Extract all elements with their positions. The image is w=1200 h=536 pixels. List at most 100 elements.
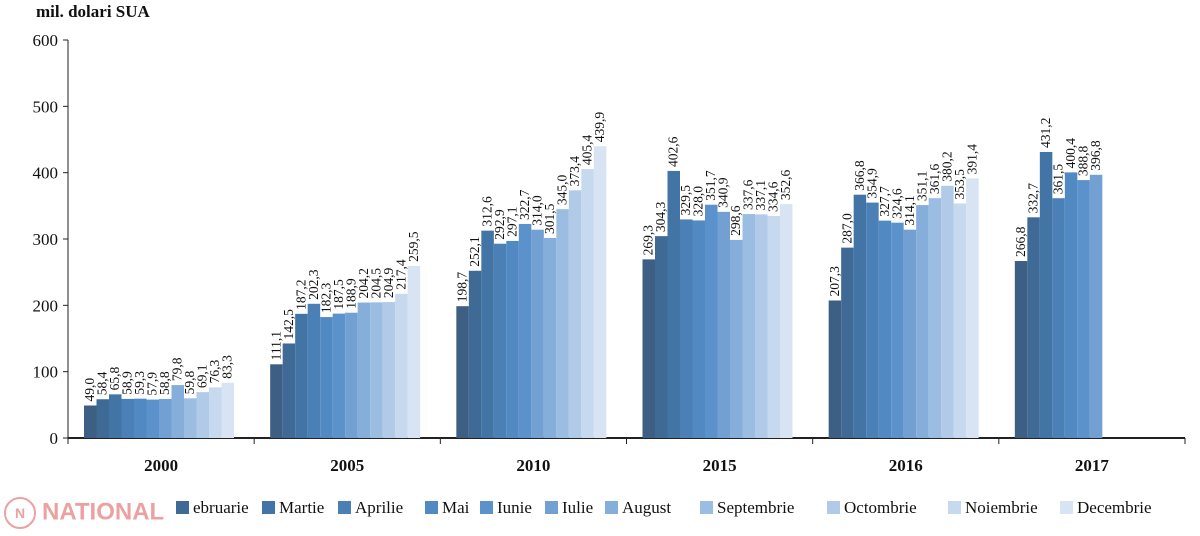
data-label: 207,3	[827, 266, 842, 297]
legend-swatch	[827, 501, 840, 514]
legend-swatch	[948, 501, 961, 514]
data-label: 59,8	[182, 370, 197, 394]
bar-2016-mai	[878, 220, 892, 438]
y-tick-label: 300	[33, 230, 59, 249]
x-category-label: 2010	[516, 456, 550, 475]
national-watermark: N NATIONAL	[4, 497, 164, 529]
watermark-text: NATIONAL	[42, 498, 165, 526]
data-label: 217,4	[393, 259, 408, 290]
data-label: 366,8	[852, 160, 867, 191]
data-label: 388,8	[1076, 145, 1091, 176]
data-label: 49,0	[82, 378, 97, 402]
legend-label: Iulie	[562, 498, 593, 517]
bar-2010-martie	[481, 230, 494, 438]
data-label: 57,9	[145, 372, 160, 396]
bar-2016-februarie	[841, 247, 854, 438]
bar-2017-ianuarie	[1014, 261, 1028, 438]
bar-2005-februarie	[282, 343, 296, 438]
data-label: 353,5	[952, 169, 967, 200]
x-category-label: 2015	[703, 456, 737, 475]
bar-2000-mai	[134, 398, 147, 438]
data-label: 314,1	[902, 195, 917, 225]
data-label: 269,3	[641, 225, 656, 256]
legend-label: Septembrie	[717, 498, 794, 517]
data-label: 198,7	[455, 272, 470, 303]
data-label: 187,5	[331, 279, 346, 310]
bar-2010-februarie	[468, 270, 482, 438]
data-label: 373,4	[567, 156, 582, 187]
bar-2000-iunie	[146, 399, 159, 438]
data-label: 391,4	[964, 144, 979, 175]
legend-swatch	[480, 501, 493, 514]
data-label: 76,3	[207, 360, 222, 384]
data-label: 292,9	[492, 209, 507, 240]
legend-swatch	[1060, 501, 1073, 514]
data-label: 340,9	[716, 177, 731, 208]
legend-label: Aprilie	[355, 498, 403, 517]
data-label: 324,6	[889, 188, 904, 219]
bar-2005-martie	[295, 313, 308, 438]
bar-2010-noiembrie	[581, 169, 594, 439]
data-label: 337,6	[741, 179, 756, 210]
bar-2005-octombrie	[382, 302, 396, 438]
bar-2016-decembrie	[966, 178, 979, 438]
bar-2016-aprilie	[866, 202, 879, 438]
bar-2000-martie	[109, 394, 122, 438]
bar-2016-octombrie	[941, 185, 954, 438]
data-label: 396,8	[1088, 140, 1103, 171]
legend-label: Martie	[279, 498, 324, 517]
bar-2000-ianuarie	[84, 405, 97, 438]
data-label: 354,9	[864, 168, 879, 199]
data-label: 329,5	[678, 185, 693, 216]
data-label: 301,5	[542, 203, 557, 234]
data-label: 328,0	[691, 186, 706, 217]
data-label: 304,3	[653, 202, 668, 233]
legend-label: Mai	[442, 498, 470, 517]
legend-label: Decembrie	[1077, 498, 1152, 517]
bar-2005-aprilie	[307, 303, 321, 438]
bar-2005-august	[357, 302, 371, 438]
y-tick-label: 100	[33, 363, 59, 382]
data-label: 332,7	[1026, 183, 1041, 214]
data-label: 337,1	[753, 180, 768, 210]
bar-2015-noiembrie	[767, 216, 780, 438]
legend-label: August	[622, 498, 671, 517]
data-label: 259,5	[406, 231, 421, 262]
bar-2017-aprilie	[1052, 198, 1065, 438]
bar-2000-octombrie	[196, 392, 209, 438]
bar-2015-iulie	[717, 211, 730, 438]
bar-2010-iulie	[531, 229, 544, 438]
bar-2005-septembrie	[370, 302, 383, 438]
legend-swatch	[262, 501, 275, 514]
data-label: 439,9	[592, 112, 607, 143]
bar-2015-iunie	[705, 204, 718, 438]
legend-label: Iunie	[497, 498, 532, 517]
data-label: 405,4	[580, 134, 595, 165]
data-label: 59,3	[132, 371, 147, 395]
bar-2005-decembrie	[407, 265, 421, 438]
bar-2015-aprilie	[680, 219, 693, 438]
data-label: 266,8	[1013, 226, 1028, 257]
data-label: 58,9	[120, 371, 135, 395]
bar-2010-decembrie	[593, 146, 607, 439]
data-label: 111,1	[268, 331, 283, 360]
data-label: 402,6	[666, 136, 681, 167]
bar-2015-octombrie	[755, 214, 768, 438]
bar-2000-iulie	[159, 398, 172, 438]
data-label: 204,9	[381, 267, 396, 298]
data-label: 79,8	[170, 357, 185, 381]
bar-2005-iulie	[345, 312, 358, 438]
data-label: 345,0	[555, 175, 570, 206]
data-label: 188,9	[343, 278, 358, 309]
data-label: 142,5	[281, 309, 296, 340]
bar-2000-februarie	[96, 399, 109, 438]
data-label: 65,8	[107, 366, 122, 390]
data-label: 58,4	[95, 371, 110, 395]
data-label: 287,0	[839, 213, 854, 244]
data-label: 252,1	[467, 236, 482, 266]
data-label: 298,6	[728, 205, 743, 236]
data-label: 334,6	[766, 181, 781, 212]
data-label: 361,5	[1051, 164, 1066, 195]
bar-2015-ianuarie	[642, 259, 655, 438]
legend-label: Octombrie	[844, 498, 917, 517]
